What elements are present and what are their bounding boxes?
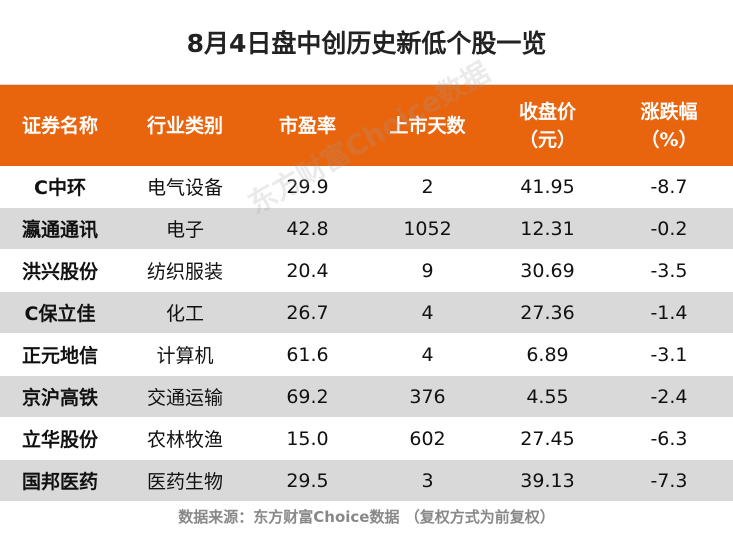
table-row: 立华股份 农林牧渔 15.0 602 27.45 -6.3 xyxy=(0,418,733,460)
header-label: 收盘价 xyxy=(518,100,576,123)
cell-days-listed: 1052 xyxy=(403,217,452,240)
cell-industry: 医药生物 xyxy=(146,471,223,493)
cell-close-price: 27.36 xyxy=(520,301,575,324)
header-label: 行业类别 xyxy=(146,114,223,137)
cell-pe-ratio: 61.6 xyxy=(286,343,329,366)
header-unit: （元） xyxy=(518,128,576,151)
cell-stock-name: C保立佳 xyxy=(24,303,96,325)
cell-days-listed: 4 xyxy=(421,301,434,324)
cell-stock-name: 国邦医药 xyxy=(21,471,98,493)
cell-pe-ratio: 69.2 xyxy=(286,385,329,408)
cell-industry: 交通运输 xyxy=(146,387,223,409)
header-industry: 行业类别 xyxy=(120,85,250,166)
cell-days-listed: 9 xyxy=(421,259,434,282)
header-close-price: 收盘价 （元） xyxy=(490,85,605,166)
cell-change-pct: -6.3 xyxy=(650,427,688,450)
cell-stock-name: 正元地信 xyxy=(21,345,98,367)
cell-industry: 化工 xyxy=(165,303,204,325)
cell-industry: 电子 xyxy=(165,219,204,241)
cell-days-listed: 2 xyxy=(421,175,434,198)
table-row: C保立佳 化工 26.7 4 27.36 -1.4 xyxy=(0,292,733,334)
table-row: 京沪高铁 交通运输 69.2 376 4.55 -2.4 xyxy=(0,376,733,418)
header-label: 证券名称 xyxy=(21,114,98,137)
cell-change-pct: -0.2 xyxy=(650,217,688,240)
cell-industry: 农林牧渔 xyxy=(146,429,223,451)
header-stock-name: 证券名称 xyxy=(0,85,120,166)
cell-close-price: 6.89 xyxy=(526,343,569,366)
table-row: C中环 电气设备 29.9 2 41.95 -8.7 xyxy=(0,166,733,208)
table-header: 证券名称 行业类别 市盈率 上市天数 收盘价 （元） 涨跌幅 （%） xyxy=(0,85,733,166)
cell-stock-name: C中环 xyxy=(34,177,86,199)
cell-days-listed: 602 xyxy=(409,427,446,450)
cell-industry: 电气设备 xyxy=(146,177,223,199)
cell-days-listed: 4 xyxy=(421,343,434,366)
cell-pe-ratio: 29.9 xyxy=(286,175,329,198)
table-row: 洪兴股份 纺织服装 20.4 9 30.69 -3.5 xyxy=(0,250,733,292)
cell-industry: 纺织服装 xyxy=(146,261,223,283)
cell-change-pct: -8.7 xyxy=(650,175,688,198)
cell-pe-ratio: 15.0 xyxy=(286,427,329,450)
cell-close-price: 30.69 xyxy=(520,259,575,282)
cell-pe-ratio: 42.8 xyxy=(286,217,329,240)
cell-close-price: 12.31 xyxy=(520,217,575,240)
cell-stock-name: 立华股份 xyxy=(21,429,98,451)
cell-pe-ratio: 29.5 xyxy=(286,469,329,492)
cell-change-pct: -2.4 xyxy=(650,385,688,408)
cell-days-listed: 3 xyxy=(421,469,434,492)
source-note: 数据来源：东方财富Choice数据 （复权方式为前复权） xyxy=(178,507,555,526)
cell-pe-ratio: 26.7 xyxy=(286,301,329,324)
header-label: 上市天数 xyxy=(389,114,466,137)
table-body: C中环 电气设备 29.9 2 41.95 -8.7 瀛通通讯 电子 42.8 … xyxy=(0,166,733,502)
cell-change-pct: -3.1 xyxy=(650,343,688,366)
cell-change-pct: -1.4 xyxy=(650,301,688,324)
header-label: 涨跌幅 xyxy=(640,100,698,123)
cell-stock-name: 京沪高铁 xyxy=(21,387,98,409)
table-row: 正元地信 计算机 61.6 4 6.89 -3.1 xyxy=(0,334,733,376)
header-days-listed: 上市天数 xyxy=(365,85,490,166)
cell-change-pct: -3.5 xyxy=(650,259,688,282)
header-change-pct: 涨跌幅 （%） xyxy=(605,85,733,166)
header-unit: （%） xyxy=(640,128,698,151)
cell-stock-name: 瀛通通讯 xyxy=(21,219,98,241)
table-row: 瀛通通讯 电子 42.8 1052 12.31 -0.2 xyxy=(0,208,733,250)
cell-days-listed: 376 xyxy=(409,385,446,408)
cell-close-price: 27.45 xyxy=(520,427,575,450)
header-pe-ratio: 市盈率 xyxy=(250,85,365,166)
cell-industry: 计算机 xyxy=(156,345,214,367)
cell-stock-name: 洪兴股份 xyxy=(21,261,98,283)
page-title: 8月4日盘中创历史新低个股一览 xyxy=(0,0,733,85)
header-label: 市盈率 xyxy=(278,114,336,137)
cell-close-price: 39.13 xyxy=(520,469,575,492)
table-row: 国邦医药 医药生物 29.5 3 39.13 -7.3 xyxy=(0,460,733,502)
cell-pe-ratio: 20.4 xyxy=(286,259,329,282)
cell-close-price: 4.55 xyxy=(526,385,569,408)
cell-close-price: 41.95 xyxy=(520,175,575,198)
cell-change-pct: -7.3 xyxy=(650,469,688,492)
